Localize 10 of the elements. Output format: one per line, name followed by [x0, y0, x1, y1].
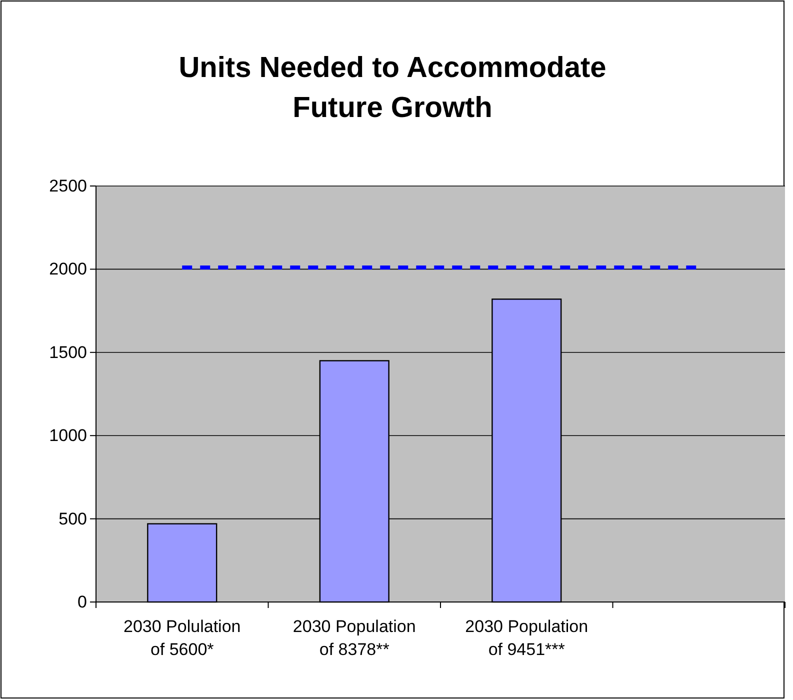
y-tick-label: 0	[78, 592, 87, 612]
x-tick-label: 2030 Population of 9451***	[465, 617, 588, 659]
y-tick-label: 1500	[49, 342, 87, 362]
y-tick-label: 1000	[49, 426, 87, 446]
y-tick-label: 2000	[49, 260, 87, 279]
y-tick-label: 500	[58, 509, 87, 528]
chart-title: Units Needed to Accommodate Future Growth	[178, 52, 606, 124]
x-tick-label: 2030 Polulation of 5600*	[124, 617, 241, 659]
y-tick-label: 2500	[49, 176, 87, 196]
x-tick-label: 2030 Population of 8378**	[292, 617, 416, 659]
